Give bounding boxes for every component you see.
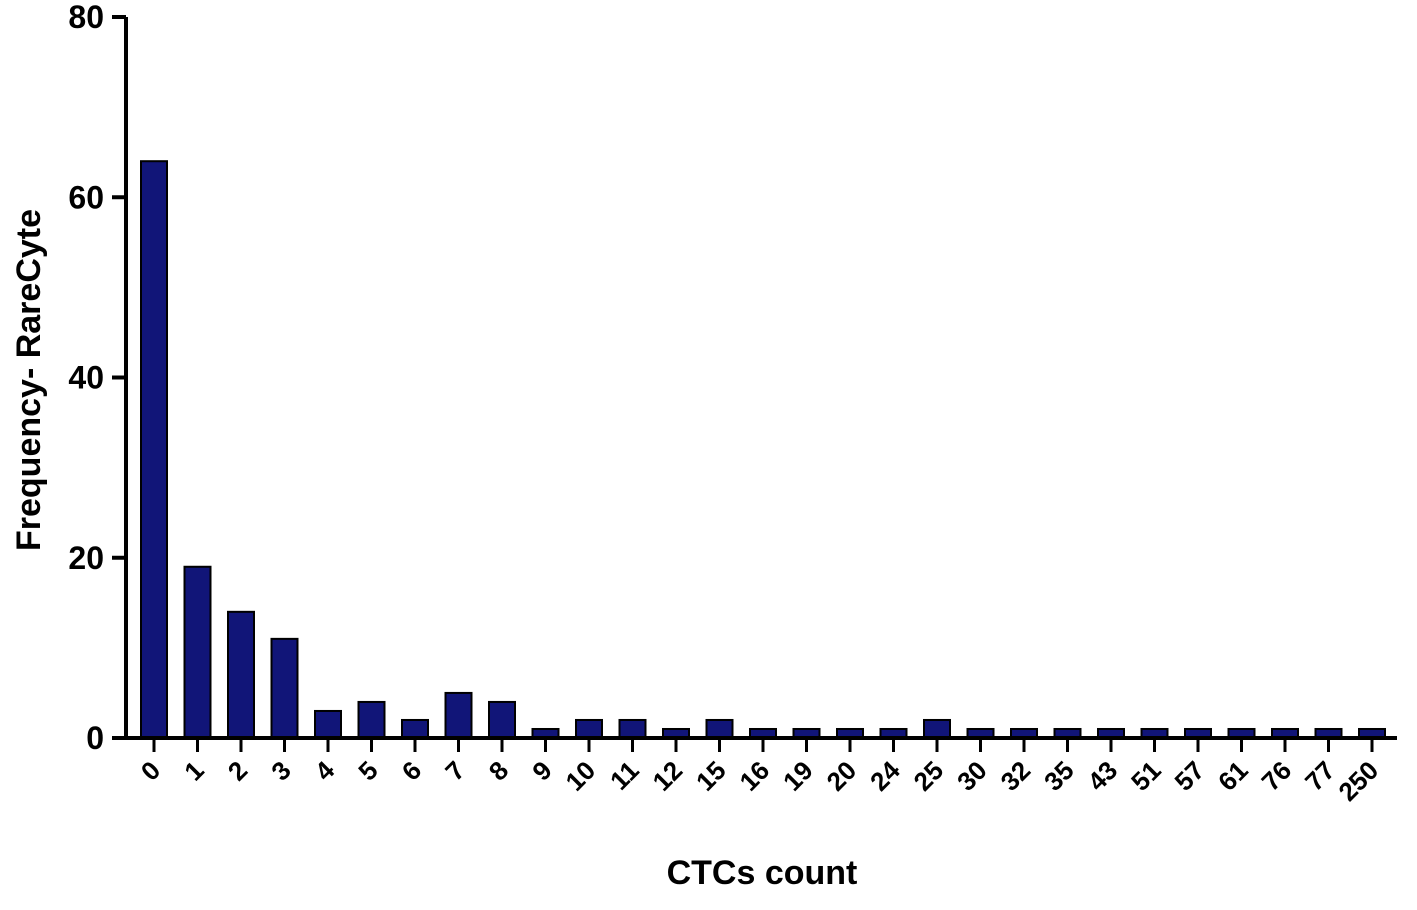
x-tick-label: 12 [647, 755, 689, 797]
x-tick-label: 16 [734, 755, 776, 797]
x-tick-label: 5 [352, 755, 383, 786]
y-tick-label: 80 [68, 0, 104, 35]
x-tick-label: 10 [560, 755, 602, 797]
y-tick-label: 60 [68, 179, 104, 215]
x-tick-label: 7 [439, 755, 470, 786]
x-ticks: 0 1 2 3 4 5 6 7 8 9 10 11 12 15 16 19 20 24 25 30 32 35 43 51 57… [135, 738, 1384, 807]
x-tick-label: 57 [1169, 755, 1211, 797]
x-tick-label: 77 [1299, 755, 1341, 797]
x-tick-label: 30 [951, 755, 993, 797]
bar [140, 160, 168, 739]
bar [575, 718, 603, 739]
x-axis-label: CTCs count [667, 854, 858, 892]
x-tick-label: 24 [864, 755, 906, 797]
bars-layer [140, 160, 1386, 740]
bar [270, 637, 299, 739]
bar [618, 718, 647, 739]
x-tick-label: 8 [483, 755, 514, 786]
y-tick-label: 20 [68, 540, 104, 576]
bar [705, 718, 734, 739]
bar [488, 700, 516, 740]
y-axis-label: Frequency- RareCyte [10, 209, 48, 551]
x-tick-label: 0 [135, 755, 166, 786]
y-tick-label: 40 [68, 360, 104, 396]
x-tick-label: 11 [604, 755, 645, 796]
x-tick-label: 4 [309, 755, 341, 787]
x-tick-label: 32 [995, 755, 1037, 797]
x-tick-label: 19 [777, 755, 819, 797]
axes-layer [124, 17, 1397, 740]
y-tick-label: 0 [86, 720, 104, 756]
bar [183, 565, 212, 740]
x-tick-label: 2 [222, 755, 253, 786]
x-tick-label: 250 [1332, 755, 1384, 807]
x-tick-label: 35 [1038, 755, 1080, 797]
x-tick-label: 3 [265, 755, 296, 786]
x-tick-label: 20 [821, 755, 863, 797]
x-tick-label: 51 [1125, 755, 1167, 797]
x-tick-label: 6 [396, 755, 427, 786]
bar [923, 718, 951, 739]
x-tick-label: 76 [1256, 755, 1298, 797]
x-tick-label: 1 [178, 755, 209, 786]
bar [357, 700, 386, 740]
bar [401, 718, 429, 739]
y-ticks: 0 20 40 60 80 [68, 0, 126, 756]
x-tick-label: 43 [1082, 755, 1124, 797]
x-tick-label: 15 [690, 755, 732, 797]
x-tick-label: 61 [1212, 755, 1254, 797]
bar [227, 610, 255, 740]
x-tick-label: 25 [908, 755, 950, 797]
bar [444, 691, 473, 739]
x-tick-label: 9 [526, 755, 557, 786]
bar [314, 709, 342, 740]
